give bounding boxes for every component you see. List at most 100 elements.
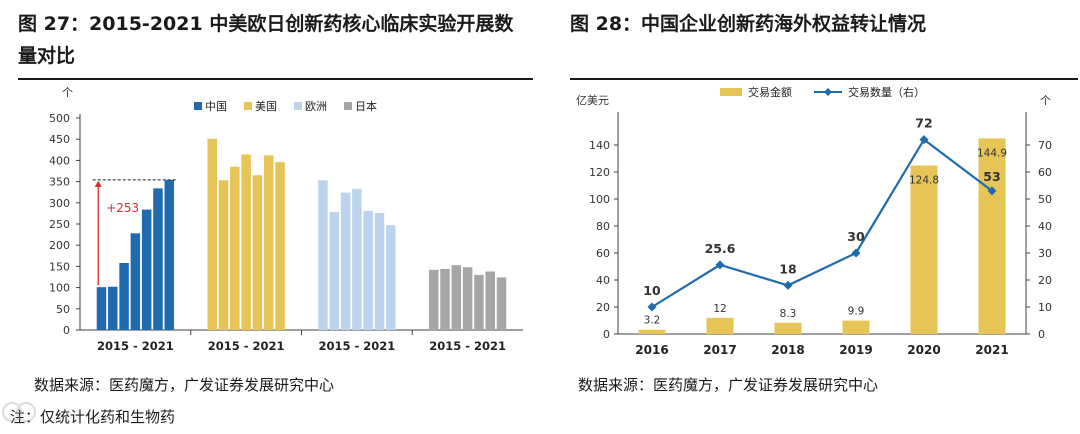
left-figure-panel: 图 27：2015-2021 中美欧日创新药核心临床实验开展数量对比 个 0 50 1… <box>2 13 533 426</box>
y-right-tick-label: 10 <box>1038 301 1052 314</box>
x-tick-label: 2021 <box>975 343 1008 357</box>
y-left-tick-label: 20 <box>596 301 610 314</box>
line-value-label: 10 <box>643 283 661 298</box>
bar-value-label: 3.2 <box>644 315 661 327</box>
legend-label-japan: 日本 <box>355 99 377 113</box>
x-tick-label: 2020 <box>907 343 940 357</box>
bar-amount-2020 <box>910 165 938 334</box>
y-right-axis-unit: 个 <box>1040 94 1051 107</box>
bar-amount-2017 <box>706 317 734 334</box>
legend-label-usa: 美国 <box>255 100 277 113</box>
legend-swatch-china <box>194 102 202 110</box>
y-tick-label: 100 <box>49 282 70 295</box>
right-chart-container: 亿美元 个 0 20 40 60 80 100 120 140 0 10 20 30 40 50 60 70 3.2… <box>570 82 1078 364</box>
bar-amount-2019 <box>842 320 870 334</box>
bar-usa-2015 <box>207 138 217 330</box>
line-point-2018 <box>783 280 793 290</box>
x-tick-label: 2017 <box>703 343 736 357</box>
bar-europe-2021 <box>386 225 396 330</box>
legend-label-amount: 交易金额 <box>748 85 792 99</box>
bar-europe-2016 <box>329 212 340 330</box>
bar-usa-2018 <box>241 154 251 330</box>
line-point-2020 <box>919 135 929 145</box>
left-chart-container: 个 0 50 100 150 200 250 300 350 400 450 500 2015 - 20… <box>18 82 533 364</box>
bar-japan-2021 <box>496 277 507 330</box>
bar-usa-2017 <box>230 166 240 330</box>
y-right-tick-label: 40 <box>1038 220 1052 233</box>
left-chart: 个 0 50 100 150 200 250 300 350 400 450 500 2015 - 20… <box>49 86 523 353</box>
legend-swatch-japan <box>344 102 352 110</box>
y-left-tick-label: 120 <box>589 166 610 179</box>
bar-china-2015 <box>96 287 107 330</box>
y-right-tick-label: 70 <box>1038 139 1052 152</box>
bar-value-label: 8.3 <box>780 308 797 320</box>
y-tick-label: 350 <box>49 176 70 189</box>
bar-europe-2019 <box>363 210 373 330</box>
x-tick-label: 2018 <box>771 343 804 357</box>
bar-japan-2016 <box>440 268 450 330</box>
y-left-axis-unit: 亿美元 <box>576 94 609 107</box>
line-value-label: 25.6 <box>705 241 736 256</box>
bar-japan-2020 <box>485 271 495 330</box>
bar-usa-2021 <box>275 162 285 330</box>
bar-japan-2015 <box>428 269 439 330</box>
watermark-graphic <box>2 402 36 422</box>
y-tick-label: 200 <box>49 239 70 252</box>
annotation-arrow-head <box>94 180 102 187</box>
legend-label-europe: 欧洲 <box>305 100 327 113</box>
line-deal-count <box>651 137 993 308</box>
line-value-label: 72 <box>915 116 932 131</box>
legend-label-china: 中国 <box>205 100 227 113</box>
bar-china-2020 <box>153 188 163 330</box>
y-right-tick-label: 60 <box>1038 166 1052 179</box>
bar-usa-2020 <box>263 155 274 330</box>
annotation-label: +253 <box>106 201 139 215</box>
legend-swatch-count-marker <box>824 88 832 96</box>
bar-value-label: 12 <box>713 303 726 315</box>
left-footnote: 注：仅统计化药和生物药 <box>10 408 176 426</box>
right-source-note: 数据来源：医药魔方，广发证券发展研究中心 <box>578 376 879 394</box>
bar-china-2019 <box>141 209 152 330</box>
bar-value-label: 9.9 <box>848 306 865 318</box>
x-category-label: 2015 - 2021 <box>97 339 174 353</box>
line-point-2016 <box>647 302 657 312</box>
y-right-tick-label: 30 <box>1038 247 1052 260</box>
line-value-label: 18 <box>779 261 796 276</box>
line-value-label: 30 <box>847 229 865 244</box>
y-tick-label: 0 <box>63 324 70 337</box>
line-point-2019 <box>851 248 861 258</box>
bar-china-2021 <box>164 179 175 330</box>
bar-china-2017 <box>119 263 129 330</box>
left-figure-title: 图 27：2015-2021 中美欧日创新药核心临床实验开展数量对比 <box>18 13 514 67</box>
bar-amount-2021 <box>978 138 1006 334</box>
bar-europe-2018 <box>352 188 362 330</box>
y-tick-label: 500 <box>49 112 70 125</box>
bar-europe-2015 <box>318 180 328 330</box>
bar-amount-2016 <box>638 329 666 334</box>
y-tick-label: 150 <box>49 260 70 273</box>
bar-usa-2019 <box>252 175 263 330</box>
line-value-label: 53 <box>983 169 1000 184</box>
bar-europe-2017 <box>340 192 351 330</box>
y-tick-label: 50 <box>56 303 70 316</box>
left-title-rule <box>18 78 533 80</box>
y-tick-label: 400 <box>49 154 70 167</box>
y-left-tick-label: 80 <box>596 220 610 233</box>
y-right-tick-label: 50 <box>1038 193 1052 206</box>
line-point-2017 <box>715 260 725 270</box>
x-tick-label: 2019 <box>839 343 872 357</box>
legend-swatch-amount <box>720 88 742 96</box>
bar-china-2018 <box>130 233 141 330</box>
bar-usa-2016 <box>218 180 229 330</box>
y-axis-unit: 个 <box>62 86 73 99</box>
x-category-label: 2015 - 2021 <box>318 339 395 353</box>
right-figure-panel: 图 28：中国企业创新药海外权益转让情况 亿美元个 0 20 40 60 80 100 120… <box>556 0 1080 434</box>
y-left-tick-label: 60 <box>596 247 610 260</box>
bar-japan-2019 <box>474 274 484 330</box>
bar-japan-2017 <box>451 265 462 330</box>
bar-china-2016 <box>108 286 118 330</box>
right-figure-title: 图 28：中国企业创新药海外权益转让情况 <box>570 13 927 35</box>
legend-label-count: 交易数量（右） <box>848 85 925 99</box>
y-left-tick-label: 0 <box>603 328 610 341</box>
y-tick-label: 300 <box>49 197 70 210</box>
